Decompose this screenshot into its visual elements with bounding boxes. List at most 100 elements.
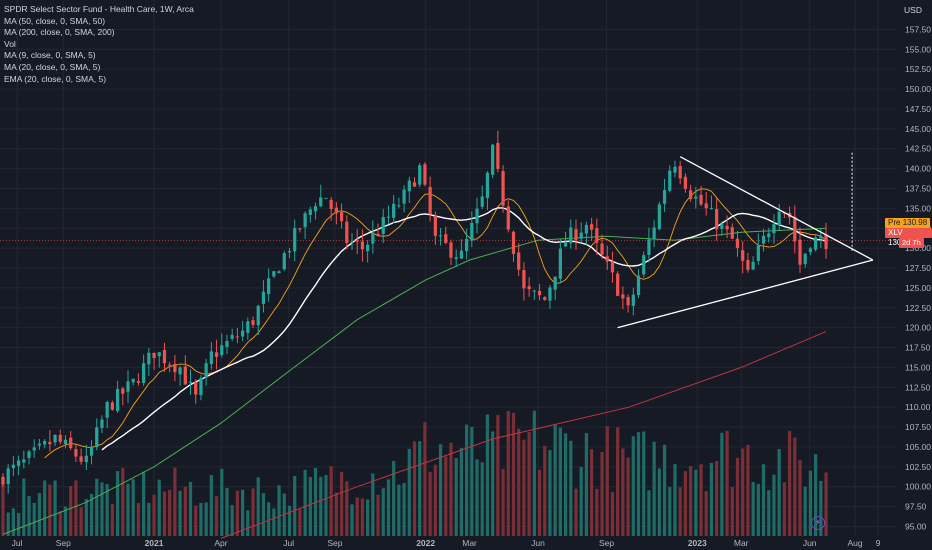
volume-bar bbox=[558, 427, 562, 536]
candle-body bbox=[418, 165, 422, 185]
candle-body bbox=[58, 434, 62, 442]
legend-ma200[interactable]: MA (200, close, 0, SMA, 200) bbox=[4, 27, 115, 38]
volume-bar bbox=[694, 469, 698, 536]
candle-body bbox=[345, 221, 349, 243]
volume-bar bbox=[277, 485, 281, 536]
volume-bar bbox=[746, 444, 750, 536]
candle-body bbox=[735, 238, 740, 248]
bar-countdown: 2d 7h bbox=[899, 238, 924, 248]
volume-bar bbox=[214, 496, 219, 536]
volume-bar bbox=[168, 489, 172, 536]
y-tick-label: 145.00 bbox=[905, 124, 931, 134]
volume-bar bbox=[230, 505, 234, 536]
volume-bar bbox=[157, 479, 161, 536]
volume-bar bbox=[688, 466, 693, 536]
candle-body bbox=[173, 363, 177, 373]
volume-bar bbox=[808, 470, 813, 536]
price-axis[interactable]: 95.00 97.50 100.00 102.50 105.00 107.50 110.00… bbox=[905, 24, 931, 531]
volume-bar bbox=[136, 503, 141, 536]
legend-title[interactable]: SPDR Select Sector Fund - Health Care, 1… bbox=[4, 4, 194, 14]
candle-body bbox=[272, 271, 276, 277]
y-tick-label: 107.50 bbox=[905, 422, 931, 432]
candle-body bbox=[69, 437, 73, 449]
candle-body bbox=[32, 447, 36, 451]
candle-body bbox=[704, 203, 708, 209]
candle-body bbox=[178, 367, 182, 375]
legend-vol[interactable]: Vol bbox=[4, 38, 16, 49]
candle-body bbox=[11, 464, 16, 469]
candle-body bbox=[48, 442, 52, 445]
candle-body bbox=[6, 468, 10, 485]
candle-body bbox=[803, 253, 807, 265]
legend-ma20[interactable]: MA (20, close, 0, SMA, 5) bbox=[4, 61, 101, 72]
candle-body bbox=[209, 351, 213, 365]
candle-body bbox=[725, 225, 729, 230]
volume-bar bbox=[272, 508, 276, 536]
candle-body bbox=[600, 243, 604, 255]
volume-bar bbox=[735, 457, 740, 536]
candle-body bbox=[397, 205, 401, 207]
x-tick-label: Sep bbox=[56, 538, 71, 548]
candle-body bbox=[293, 228, 297, 252]
candle-body bbox=[37, 443, 42, 446]
last-price-tag: XLV 130.95 bbox=[885, 228, 932, 247]
time-axis[interactable]: Jul Sep 2021 Apr Jul Sep 2022 Mar Jun Sep 2023 Mar J… bbox=[12, 538, 881, 548]
volume-bar bbox=[605, 426, 609, 536]
candle-body bbox=[662, 190, 667, 204]
volume-bar bbox=[267, 502, 271, 536]
volume-bar bbox=[652, 441, 656, 536]
candle-body bbox=[267, 278, 271, 295]
candle-body bbox=[543, 297, 547, 300]
candle-body bbox=[626, 296, 630, 306]
trendline-upper[interactable] bbox=[679, 156, 874, 261]
volume-bar bbox=[475, 459, 479, 536]
candle-body bbox=[214, 352, 219, 357]
volume-bar bbox=[579, 467, 583, 536]
candle-body bbox=[590, 224, 594, 230]
triangle-trendlines[interactable] bbox=[617, 152, 874, 329]
currency-label[interactable]: USD bbox=[904, 5, 922, 15]
volume-bar bbox=[590, 449, 594, 536]
volume-bar bbox=[563, 433, 568, 536]
lightning-icon[interactable]: ⚡ bbox=[811, 516, 825, 530]
candle-body bbox=[657, 204, 661, 230]
volume-bar bbox=[27, 496, 31, 536]
volume-bar bbox=[418, 441, 422, 536]
candle-body bbox=[652, 227, 656, 240]
volume-bar bbox=[553, 424, 557, 536]
volume-bar bbox=[183, 486, 187, 536]
volume-bar bbox=[496, 415, 500, 536]
volume-bar bbox=[366, 499, 370, 536]
candle-body bbox=[89, 446, 94, 456]
candle-body bbox=[683, 176, 688, 189]
y-tick-label: 140.00 bbox=[905, 164, 931, 174]
legend-ema20[interactable]: EMA (20, close, 0, SMA, 5) bbox=[4, 73, 107, 84]
volume-bar bbox=[428, 471, 432, 536]
volume-bar bbox=[89, 493, 94, 536]
volume-bar bbox=[485, 414, 490, 536]
candle-body bbox=[730, 227, 734, 239]
candle-body bbox=[470, 222, 474, 241]
candle-body bbox=[694, 196, 698, 199]
candle-body bbox=[298, 228, 302, 230]
legend-ma50[interactable]: MA (50, close, 0, SMA, 50) bbox=[4, 15, 106, 26]
candle-body bbox=[79, 456, 83, 462]
candle-body bbox=[308, 209, 312, 216]
volume-bar bbox=[287, 505, 292, 536]
volume-bar bbox=[814, 454, 818, 536]
volume-bar bbox=[798, 460, 802, 536]
candle-body bbox=[366, 244, 370, 252]
volume-bar bbox=[761, 464, 766, 536]
candle-body bbox=[506, 206, 510, 230]
volume-bar bbox=[303, 469, 307, 536]
trendline-lower[interactable] bbox=[617, 259, 874, 329]
candle-body bbox=[157, 352, 161, 357]
y-tick-label: 147.50 bbox=[905, 104, 931, 114]
candle-body bbox=[699, 194, 703, 205]
candle-body bbox=[1, 476, 5, 485]
candle-body bbox=[194, 382, 198, 395]
volume-bars bbox=[1, 410, 828, 536]
volume-bar bbox=[173, 467, 177, 536]
legend-ma9[interactable]: MA (9, close, 0, SMA, 5) bbox=[4, 50, 96, 61]
